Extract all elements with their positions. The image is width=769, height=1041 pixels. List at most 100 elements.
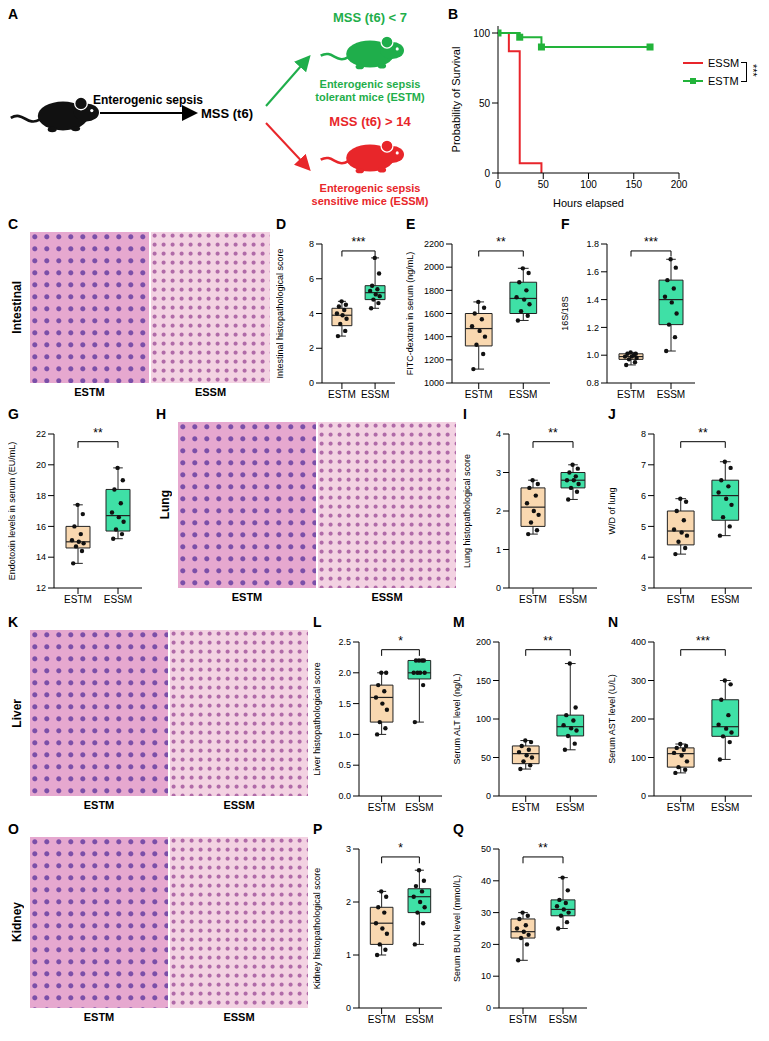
svg-text:2200: 2200 xyxy=(424,239,444,249)
svg-text:100: 100 xyxy=(476,714,491,724)
svg-text:1200: 1200 xyxy=(424,355,444,365)
svg-text:1400: 1400 xyxy=(424,332,444,342)
svg-text:40: 40 xyxy=(481,876,491,886)
svg-text:0: 0 xyxy=(495,179,501,190)
svg-text:0: 0 xyxy=(486,791,491,801)
svg-text:ESTM: ESTM xyxy=(465,389,493,400)
svg-text:3: 3 xyxy=(346,844,351,854)
svg-text:*: * xyxy=(398,841,403,855)
svg-text:150: 150 xyxy=(476,676,491,686)
svg-text:0: 0 xyxy=(309,378,314,388)
svg-text:Kidney histopathological score: Kidney histopathological score xyxy=(313,868,322,990)
svg-text:2.5: 2.5 xyxy=(338,637,351,647)
svg-text:8: 8 xyxy=(641,429,646,439)
svg-text:ESTM: ESTM xyxy=(667,594,695,605)
svg-text:1.4: 1.4 xyxy=(586,295,599,305)
svg-text:12: 12 xyxy=(36,583,46,593)
svg-text:22: 22 xyxy=(36,429,46,439)
svg-text:100: 100 xyxy=(580,179,597,190)
svg-text:10: 10 xyxy=(481,971,491,981)
svg-text:ESTM: ESTM xyxy=(368,1014,396,1025)
svg-text:100: 100 xyxy=(473,28,490,39)
svg-text:2.0: 2.0 xyxy=(338,668,351,678)
svg-text:2: 2 xyxy=(309,343,314,353)
svg-text:0.8: 0.8 xyxy=(586,378,599,388)
svg-text:50: 50 xyxy=(481,844,491,854)
svg-text:0: 0 xyxy=(484,168,490,179)
svg-text:***: *** xyxy=(644,235,658,249)
svg-text:1.6: 1.6 xyxy=(586,267,599,277)
svg-text:6: 6 xyxy=(641,491,646,501)
svg-text:Intestinal histopathological s: Intestinal histopathological score xyxy=(276,248,285,378)
svg-text:Serum ALT level (ng/L): Serum ALT level (ng/L) xyxy=(453,673,462,764)
svg-text:14: 14 xyxy=(36,552,46,562)
svg-text:0: 0 xyxy=(496,583,501,593)
svg-text:16S/18S: 16S/18S xyxy=(561,296,570,331)
svg-text:16: 16 xyxy=(36,522,46,532)
svg-text:ESTM: ESTM xyxy=(617,389,645,400)
svg-text:1: 1 xyxy=(496,545,501,555)
svg-text:Enterogenic sepsis: Enterogenic sepsis xyxy=(93,93,203,107)
svg-text:ESSM: ESSM xyxy=(711,802,739,813)
svg-text:6: 6 xyxy=(309,274,314,284)
svg-text:2: 2 xyxy=(346,897,351,907)
svg-text:MSS (t6) < 7: MSS (t6) < 7 xyxy=(333,10,407,25)
svg-text:400: 400 xyxy=(631,637,646,647)
svg-text:3: 3 xyxy=(496,468,501,478)
svg-text:ESSM: ESSM xyxy=(104,594,132,605)
svg-text:Probability of Survival: Probability of Survival xyxy=(450,47,462,153)
svg-text:MSS (t6) > 14: MSS (t6) > 14 xyxy=(329,114,411,129)
svg-text:*: * xyxy=(398,634,403,648)
svg-text:300: 300 xyxy=(631,676,646,686)
svg-text:1000: 1000 xyxy=(424,378,444,388)
svg-text:FITC-dextran in serum (ng/mL): FITC-dextran in serum (ng/mL) xyxy=(406,252,415,376)
svg-text:0: 0 xyxy=(346,1003,351,1013)
svg-text:MSS (t6): MSS (t6) xyxy=(201,106,253,121)
svg-text:4: 4 xyxy=(496,429,501,439)
svg-text:4: 4 xyxy=(641,552,646,562)
svg-text:ESTM: ESTM xyxy=(519,594,547,605)
svg-text:**: ** xyxy=(698,426,708,440)
svg-text:0: 0 xyxy=(486,1003,491,1013)
svg-text:ESSM: ESSM xyxy=(556,802,584,813)
svg-text:Serum BUN level (mmol/L): Serum BUN level (mmol/L) xyxy=(453,875,462,982)
svg-text:0: 0 xyxy=(641,791,646,801)
svg-text:1600: 1600 xyxy=(424,309,444,319)
svg-text:**: ** xyxy=(496,235,506,249)
svg-text:8: 8 xyxy=(309,239,314,249)
svg-text:Serum AST level (U/L): Serum AST level (U/L) xyxy=(608,674,617,763)
svg-text:50: 50 xyxy=(479,98,491,109)
svg-text:200: 200 xyxy=(476,637,491,647)
svg-text:ESSM: ESSM xyxy=(657,389,685,400)
svg-text:**: ** xyxy=(93,426,103,440)
svg-text:ESSM: ESSM xyxy=(405,802,433,813)
svg-text:ESTM: ESTM xyxy=(368,802,396,813)
svg-text:200: 200 xyxy=(631,714,646,724)
svg-text:1.2: 1.2 xyxy=(586,323,599,333)
svg-text:ESTM: ESTM xyxy=(509,1014,537,1025)
svg-text:3: 3 xyxy=(641,583,646,593)
svg-text:50: 50 xyxy=(481,753,491,763)
svg-text:0.0: 0.0 xyxy=(338,791,351,801)
svg-text:Liver histopathological score: Liver histopathological score xyxy=(313,662,322,776)
svg-text:Enterogenic sepsis: Enterogenic sepsis xyxy=(320,78,421,90)
svg-text:ESTM: ESTM xyxy=(667,802,695,813)
svg-text:***: *** xyxy=(696,634,710,648)
svg-text:Hours elapsed: Hours elapsed xyxy=(553,197,624,209)
svg-text:18: 18 xyxy=(36,491,46,501)
svg-text:W/D of lung: W/D of lung xyxy=(608,487,617,534)
svg-text:1800: 1800 xyxy=(424,286,444,296)
svg-text:4: 4 xyxy=(309,309,314,319)
svg-text:5: 5 xyxy=(641,522,646,532)
svg-text:ESTM: ESTM xyxy=(64,594,92,605)
svg-text:ESSM: ESSM xyxy=(549,1014,577,1025)
svg-text:200: 200 xyxy=(671,179,688,190)
svg-text:1.0: 1.0 xyxy=(338,730,351,740)
svg-text:**: ** xyxy=(543,634,553,648)
svg-text:ESSM: ESSM xyxy=(361,389,389,400)
svg-text:sensitive mice (ESSM): sensitive mice (ESSM) xyxy=(312,195,429,207)
svg-text:1.5: 1.5 xyxy=(338,699,351,709)
svg-text:***: *** xyxy=(351,235,365,249)
svg-text:ESSM: ESSM xyxy=(711,594,739,605)
svg-text:0.5: 0.5 xyxy=(338,760,351,770)
